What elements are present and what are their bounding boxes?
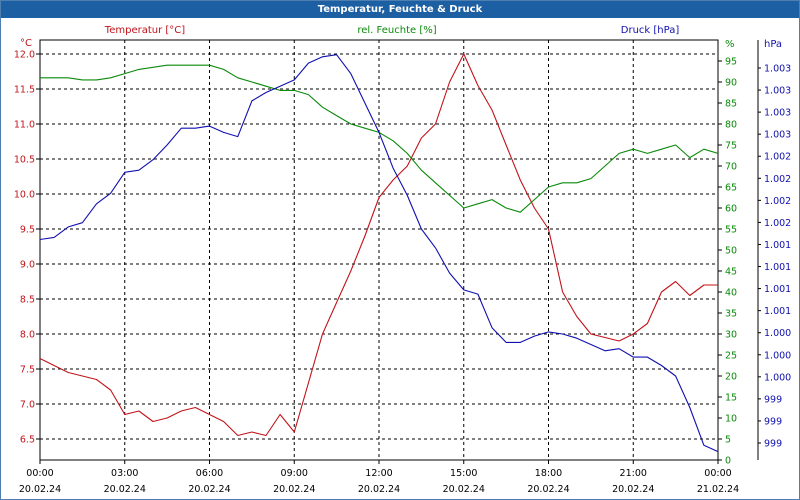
axis-title-pressure: Druck [hPa]	[621, 25, 680, 36]
y-tick-label-pressure: 1.003	[764, 64, 791, 75]
x-tick-label-date: 20.02.24	[104, 484, 146, 495]
y-tick-label-humidity: 55	[725, 225, 737, 236]
y-tick-label-humidity: 90	[725, 78, 737, 89]
y-axis-unit-temperature: °C	[20, 38, 32, 49]
axis-title-humidity: rel. Feuchte [%]	[357, 25, 436, 36]
y-tick-label-temperature: 8.0	[20, 330, 35, 341]
x-tick-label-time: 09:00	[281, 468, 308, 479]
y-tick-label-humidity: 80	[725, 120, 737, 131]
y-tick-label-pressure: 1.002	[764, 218, 791, 229]
x-tick-label-date: 20.02.24	[443, 484, 485, 495]
y-tick-label-humidity: 70	[725, 162, 737, 173]
x-tick-label-date: 20.02.24	[19, 484, 61, 495]
y-tick-label-pressure: 1.002	[764, 196, 791, 207]
x-tick-label-date: 20.02.24	[188, 484, 230, 495]
y-tick-label-pressure: 1.002	[764, 152, 791, 163]
y-tick-label-humidity: 5	[725, 435, 731, 446]
y-tick-label-pressure: 1.001	[764, 262, 791, 273]
y-tick-label-humidity: 30	[725, 330, 737, 341]
x-tick-label-date: 21.02.24	[697, 484, 739, 495]
y-tick-label-temperature: 10.0	[14, 190, 35, 201]
x-tick-label-date: 20.02.24	[358, 484, 400, 495]
y-tick-label-temperature: 6.5	[20, 435, 35, 446]
x-tick-label-time: 00:00	[704, 468, 731, 479]
y-tick-label-pressure: 999	[764, 439, 782, 450]
y-axis-unit-humidity: %	[725, 39, 735, 50]
y-tick-label-temperature: 9.5	[20, 225, 35, 236]
x-tick-label-date: 20.02.24	[612, 484, 654, 495]
y-tick-label-humidity: 15	[725, 393, 737, 404]
y-tick-label-humidity: 0	[725, 456, 731, 467]
y-tick-label-humidity: 75	[725, 141, 737, 152]
y-tick-label-pressure: 1.001	[764, 284, 791, 295]
y-tick-label-temperature: 11.0	[14, 120, 35, 131]
series-line-pressure	[39, 54, 719, 453]
y-tick-label-pressure: 1.001	[764, 306, 791, 317]
y-tick-label-pressure: 1.003	[764, 108, 791, 119]
grid-lines	[40, 40, 718, 460]
x-tick-label-time: 06:00	[196, 468, 223, 479]
y-tick-label-humidity: 60	[725, 204, 737, 215]
y-tick-label-humidity: 50	[725, 246, 737, 257]
y-tick-label-humidity: 45	[725, 267, 737, 278]
chart-title: Temperatur, Feuchte & Druck	[1, 1, 799, 18]
y-tick-label-humidity: 85	[725, 99, 737, 110]
y-tick-label-temperature: 9.0	[20, 260, 35, 271]
y-tick-label-humidity: 40	[725, 288, 737, 299]
x-tick-label-time: 15:00	[450, 468, 477, 479]
series-line-temperature	[39, 53, 718, 437]
y-tick-label-humidity: 10	[725, 414, 737, 425]
x-tick-label-time: 21:00	[620, 468, 647, 479]
y-tick-label-temperature: 10.5	[14, 155, 35, 166]
y-tick-label-humidity: 20	[725, 372, 737, 383]
y-tick-label-humidity: 25	[725, 351, 737, 362]
y-tick-label-temperature: 7.0	[20, 400, 35, 411]
y-tick-label-pressure: 1.003	[764, 86, 791, 97]
y-tick-label-pressure: 1.000	[764, 372, 791, 383]
y-tick-label-temperature: 8.5	[20, 295, 35, 306]
y-tick-label-pressure: 999	[764, 416, 782, 427]
y-tick-label-temperature: 12.0	[14, 50, 35, 61]
y-tick-label-pressure: 999	[764, 394, 782, 405]
axis-title-temperature: Temperatur [°C]	[104, 25, 185, 36]
y-tick-label-pressure: 1.002	[764, 174, 791, 185]
x-tick-label-time: 12:00	[365, 468, 392, 479]
y-tick-label-humidity: 65	[725, 183, 737, 194]
y-tick-label-humidity: 95	[725, 57, 737, 68]
axis-layer: 00:00 20.02.24 03:00 20.02.24 06:00 20.02.24 0…	[14, 25, 791, 495]
x-tick-label-date: 20.02.24	[273, 484, 315, 495]
y-tick-label-temperature: 11.5	[14, 85, 35, 96]
x-tick-label-time: 18:00	[535, 468, 562, 479]
x-tick-label-date: 20.02.24	[527, 484, 569, 495]
y-tick-label-pressure: 1.000	[764, 350, 791, 361]
y-tick-label-pressure: 1.001	[764, 240, 791, 251]
y-axis-unit-pressure: hPa	[764, 39, 782, 50]
x-tick-label-time: 03:00	[111, 468, 138, 479]
y-tick-label-temperature: 7.5	[20, 365, 35, 376]
y-tick-label-pressure: 1.003	[764, 130, 791, 141]
y-tick-label-humidity: 35	[725, 309, 737, 320]
x-tick-label-time: 00:00	[26, 468, 53, 479]
series-layer	[39, 53, 719, 453]
y-tick-label-pressure: 1.000	[764, 328, 791, 339]
